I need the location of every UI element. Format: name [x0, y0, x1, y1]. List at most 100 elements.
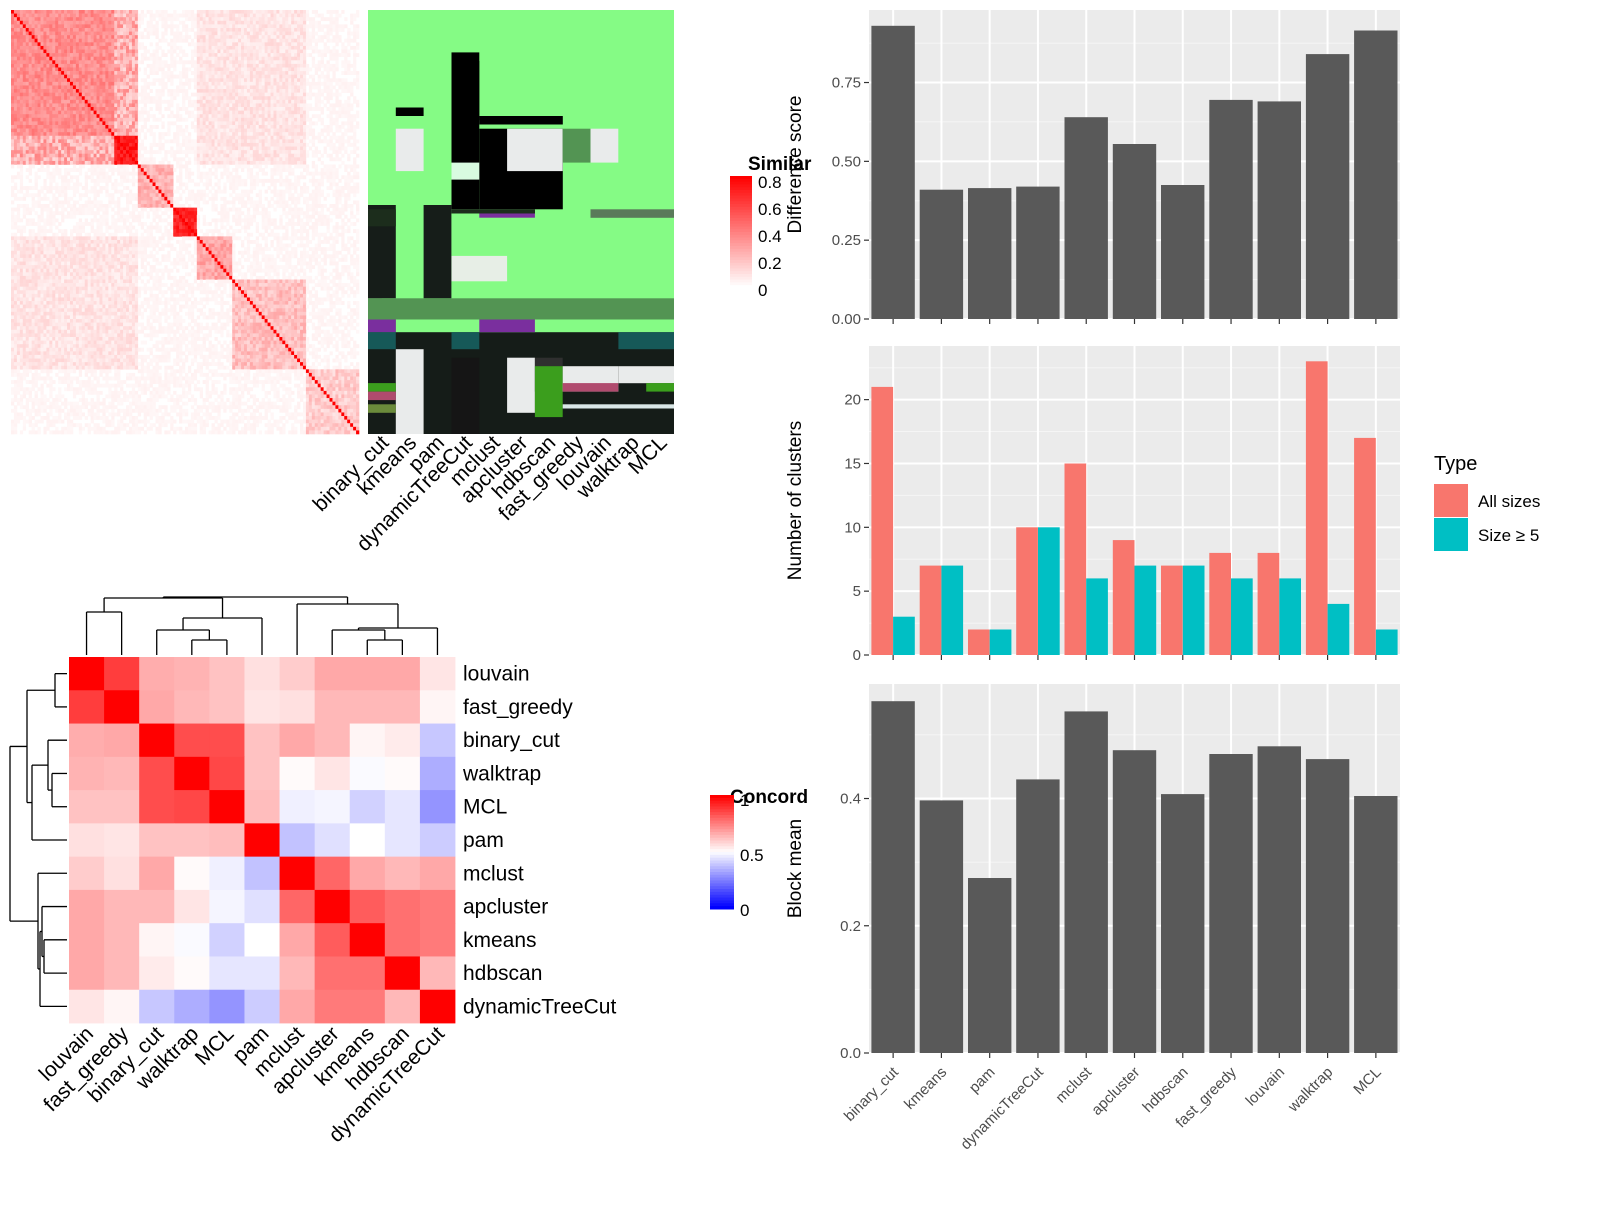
- similarity-cell: [205, 114, 209, 119]
- similarity-cell: [255, 38, 260, 43]
- similarity-cell: [229, 99, 233, 104]
- similarity-cell: [311, 160, 316, 165]
- similarity-cell: [90, 92, 94, 97]
- similarity-cell: [208, 117, 212, 122]
- similarity-cell: [164, 31, 168, 36]
- similarity-cell: [102, 146, 106, 151]
- similarity-cell: [146, 110, 150, 115]
- similarity-cell: [131, 139, 136, 144]
- similarity-cell: [72, 20, 77, 25]
- similarity-cell: [108, 13, 112, 18]
- similarity-cell: [158, 96, 162, 101]
- similarity-cell: [120, 27, 124, 32]
- similarity-cell: [291, 96, 295, 101]
- similarity-cell: [285, 153, 289, 158]
- similarity-cell: [211, 142, 215, 147]
- similarity-cell: [347, 157, 351, 162]
- similarity-cell: [179, 38, 183, 43]
- similarity-cell: [350, 128, 354, 133]
- similarity-cell: [84, 96, 88, 101]
- similarity-cell: [182, 24, 186, 29]
- similarity-cell: [199, 42, 203, 47]
- similarity-cell: [170, 81, 174, 86]
- similarity-cell: [285, 56, 289, 61]
- similarity-cell: [249, 56, 254, 61]
- similarity-cell: [108, 168, 112, 172]
- similarity-cell: [311, 38, 316, 43]
- similarity-cell: [249, 35, 254, 40]
- similarity-cell: [108, 121, 112, 126]
- similarity-cell: [146, 175, 150, 180]
- similarity-cell: [155, 31, 159, 36]
- similarity-cell: [120, 45, 124, 50]
- similarity-cell: [211, 121, 215, 126]
- similarity-cell: [297, 35, 301, 40]
- similarity-cell: [93, 78, 97, 83]
- similarity-cell: [202, 142, 206, 147]
- similarity-cell: [229, 60, 233, 65]
- similarity-cell: [61, 42, 65, 47]
- similarity-cell: [111, 20, 115, 25]
- similarity-cell: [75, 17, 80, 22]
- similarity-cell: [96, 135, 100, 140]
- similarity-cell: [261, 38, 265, 43]
- similarity-cell: [34, 114, 38, 119]
- similarity-cell: [302, 96, 307, 101]
- similarity-cell: [208, 103, 212, 108]
- similarity-cell: [28, 153, 32, 158]
- similarity-cell: [170, 114, 174, 119]
- similarity-cell: [137, 153, 142, 158]
- similarity-cell: [87, 128, 91, 133]
- similarity-cell: [202, 17, 206, 22]
- similarity-cell: [40, 132, 44, 137]
- similarity-cell: [13, 74, 18, 79]
- similarity-cell: [108, 78, 112, 83]
- similarity-cell: [255, 53, 260, 58]
- similarity-cell: [323, 103, 327, 108]
- similarity-cell: [28, 24, 32, 29]
- similarity-cell: [40, 56, 44, 61]
- similarity-cell: [229, 56, 233, 61]
- similarity-cell: [255, 63, 260, 68]
- similarity-cell: [164, 171, 168, 176]
- similarity-cell: [288, 146, 292, 151]
- similarity-cell: [78, 67, 83, 72]
- similarity-cell: [285, 78, 289, 83]
- similarity-cell: [317, 117, 321, 122]
- similarity-cell: [208, 92, 212, 97]
- similarity-cell: [131, 96, 136, 101]
- similarity-cell: [72, 107, 77, 111]
- similarity-cell: [344, 67, 348, 72]
- similarity-cell: [199, 142, 203, 147]
- similarity-cell: [276, 139, 280, 144]
- similarity-cell: [232, 146, 236, 151]
- similarity-cell: [302, 81, 307, 86]
- similarity-cell: [102, 89, 106, 93]
- similarity-cell: [291, 81, 295, 86]
- similarity-cell: [329, 121, 333, 126]
- similarity-cell: [276, 99, 280, 104]
- similarity-cell: [37, 71, 41, 75]
- similarity-cell: [140, 157, 145, 162]
- similarity-cell: [241, 85, 245, 90]
- similarity-cell: [252, 99, 257, 104]
- similarity-cell: [13, 139, 18, 144]
- similarity-cell: [208, 182, 212, 187]
- similarity-cell: [161, 99, 165, 104]
- similarity-cell: [291, 35, 295, 40]
- similarity-cell: [117, 164, 121, 169]
- similarity-cell: [102, 96, 106, 101]
- similarity-cell: [105, 182, 109, 187]
- similarity-cell: [58, 146, 62, 151]
- similarity-cell: [297, 60, 301, 65]
- similarity-cell: [344, 121, 348, 126]
- similarity-cell: [69, 132, 74, 137]
- similarity-cell: [317, 24, 321, 29]
- similarity-cell: [241, 168, 245, 172]
- similarity-cell: [344, 56, 348, 61]
- similarity-cell: [16, 146, 21, 151]
- similarity-cell: [11, 38, 15, 43]
- similarity-cell: [226, 81, 230, 86]
- similarity-cell: [46, 96, 50, 101]
- similarity-cell: [123, 13, 127, 18]
